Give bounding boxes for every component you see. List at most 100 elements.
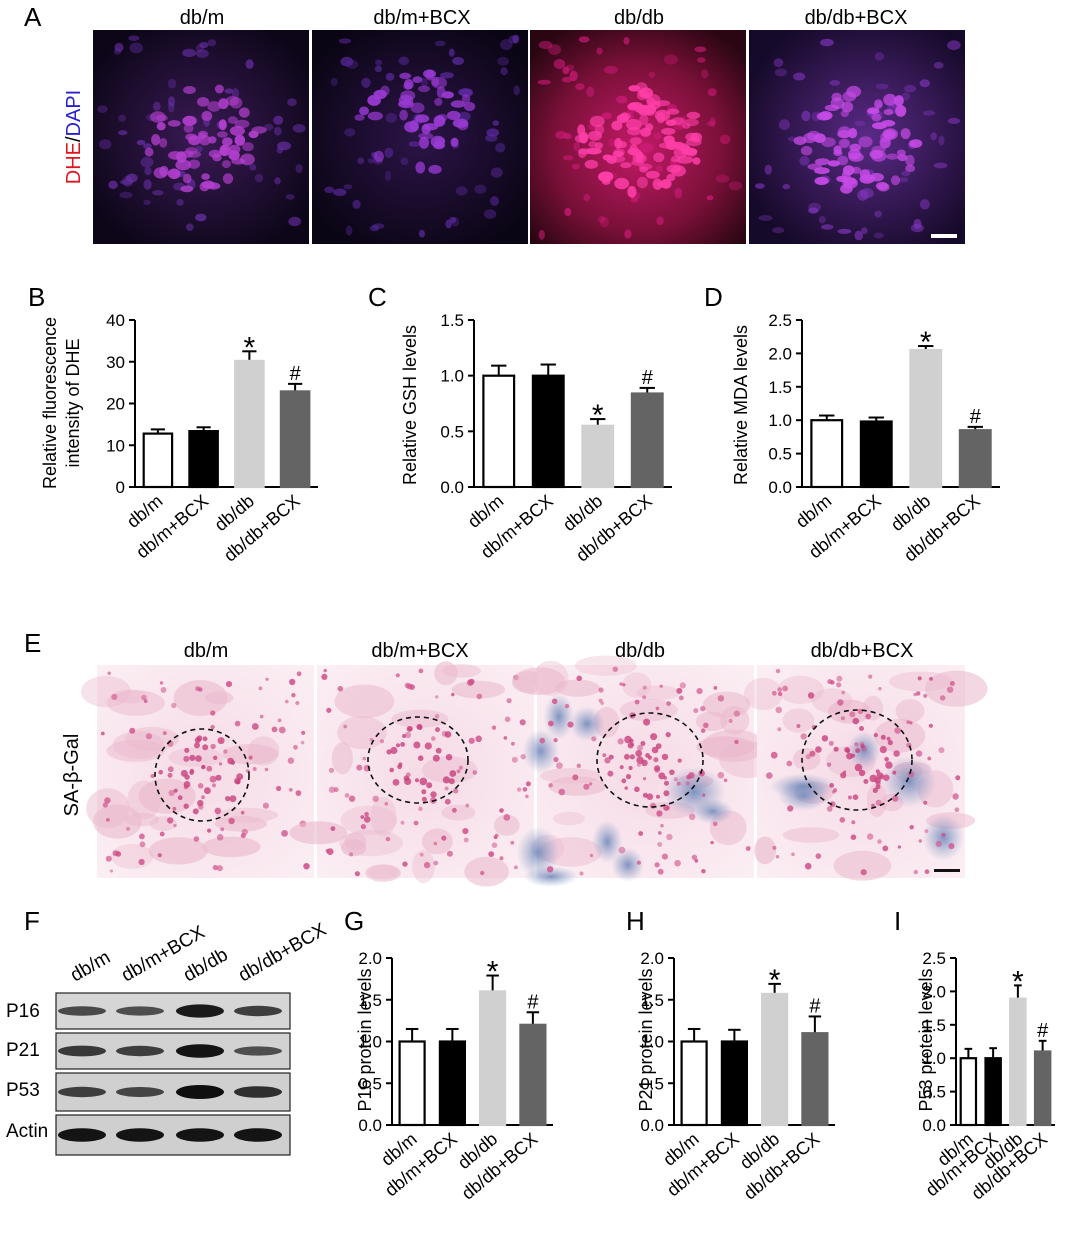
significance-star: *: [244, 331, 256, 364]
bar: [959, 1057, 978, 1127]
category-label: db/m: [464, 491, 508, 532]
bar: [1009, 997, 1027, 1127]
y-axis-label: Relative MDA levels: [731, 325, 751, 485]
blot-row-label-p16: P16: [6, 1001, 40, 1022]
dhe-image-dbdb: [530, 30, 746, 244]
panel-letter-i: I: [894, 906, 901, 936]
panel-e-title-2: db/m+BCX: [371, 640, 468, 662]
glomerulus-outline-dbm-bcx: [367, 716, 469, 804]
chart-d: D 0.0 0.5 1.0 1.5 2.0 2.5 Relative MDA levels db…: [704, 282, 1000, 566]
blot-band: [234, 1005, 282, 1017]
y-axis-label: P53 protein levels: [916, 968, 936, 1111]
bar: [279, 390, 311, 489]
blot-band: [234, 1128, 282, 1142]
dhe-image-dbdb-bcx: [749, 30, 965, 244]
y-tick-label: 1.5: [922, 1016, 946, 1035]
panel-e-stain-label: SA-β-Gal: [61, 734, 83, 817]
bar: [720, 1040, 749, 1127]
y-tick-label: 0.5: [768, 445, 792, 464]
blot-lane-label-1: db/m: [67, 947, 114, 986]
bar: [234, 359, 265, 489]
glomerulus-outline-dbdb: [596, 712, 704, 808]
bar: [760, 992, 789, 1127]
blot-band: [176, 1044, 224, 1058]
bar: [801, 1032, 829, 1127]
bar: [680, 1040, 708, 1127]
blot-row-label-p53: P53: [6, 1080, 40, 1101]
blot-row-label-p21: P21: [6, 1040, 40, 1061]
bar: [438, 1040, 466, 1127]
blot-band: [176, 1128, 224, 1142]
y-tick-label: 0.0: [768, 478, 792, 497]
blot-band: [116, 1128, 164, 1142]
glomerulus-outline-dbm: [154, 728, 250, 822]
bar: [188, 430, 219, 489]
y-axis-label: P21 protein levels: [636, 968, 656, 1111]
dhe-image-dbm: [93, 30, 309, 244]
panel-a-stain-label: DHE/DAPI: [63, 90, 85, 184]
y-tick-label: 2.5: [922, 949, 946, 968]
y-tick-label: 20: [106, 395, 125, 414]
y-tick-label: 0.0: [922, 1116, 946, 1135]
y-tick-label: 1.5: [358, 991, 382, 1010]
y-tick-label: 2.0: [922, 982, 946, 1001]
y-tick-label: 1.0: [768, 411, 792, 430]
panel-letter-e: E: [24, 628, 41, 658]
stain-dhe: DHE: [63, 142, 85, 184]
blot-band: [116, 1087, 164, 1097]
stain-separator: /: [63, 136, 85, 142]
bar: [630, 392, 664, 489]
y-tick-label: 0.5: [922, 1083, 946, 1102]
glomerulus-outline-dbdb-bcx: [801, 709, 913, 811]
panel-e-title-3: db/db: [615, 640, 665, 662]
y-tick-label: 0.0: [440, 478, 464, 497]
panel-letter-f: F: [24, 906, 40, 936]
significance-star: *: [592, 399, 604, 432]
bar: [142, 432, 174, 489]
y-tick-label: 1.0: [358, 1033, 382, 1052]
bar: [479, 990, 507, 1127]
blot-band: [58, 1045, 106, 1057]
bar: [519, 1023, 547, 1127]
sa-gal-image-dbm-bcx: [289, 661, 549, 887]
panel-e-title-4: db/db+BCX: [811, 640, 914, 662]
y-tick-label: 0.0: [358, 1116, 382, 1135]
panel-letter-d: D: [704, 282, 723, 312]
significance-hash: #: [970, 406, 982, 428]
western-blot: [55, 992, 291, 1156]
blot-lane-label-4: db/db+BCX: [235, 919, 330, 986]
y-tick-label: 0.0: [640, 1116, 664, 1135]
bar: [909, 349, 943, 489]
y-tick-label: 2.0: [358, 949, 382, 968]
panel-a-title-2: db/m+BCX: [373, 7, 470, 29]
sa-gal-image-dbdb: [512, 655, 777, 887]
bar: [1033, 1050, 1052, 1127]
y-tick-label: 0: [116, 478, 125, 497]
significance-star: *: [920, 326, 932, 359]
significance-hash: #: [809, 996, 821, 1018]
y-tick-label: 0.5: [358, 1074, 382, 1093]
panel-letter-b: B: [28, 282, 45, 312]
stain-dapi: DAPI: [63, 90, 85, 137]
y-tick-label: 40: [106, 311, 125, 330]
category-label: db/m: [792, 491, 836, 532]
blot-band: [116, 1045, 164, 1057]
sa-gal-image-dbdb-bcx: [743, 665, 988, 881]
blot-band: [176, 1004, 224, 1018]
panel-a-title-3: db/db: [614, 7, 664, 29]
panel-a-title-4: db/db+BCX: [805, 7, 908, 29]
blot-band: [234, 1086, 282, 1098]
y-tick-label: 1.0: [440, 367, 464, 386]
y-axis-label: Relative GSH levels: [400, 325, 420, 485]
panel-e-title-1: db/m: [184, 640, 228, 662]
y-tick-label: 0.5: [640, 1074, 664, 1093]
y-axis-label: Relative fluorescence: [40, 317, 60, 489]
bar: [581, 424, 615, 489]
y-tick-label: 1.5: [440, 311, 464, 330]
scale-bar-e: [934, 869, 960, 872]
y-tick-label: 10: [106, 436, 125, 455]
significance-hash: #: [642, 367, 654, 389]
